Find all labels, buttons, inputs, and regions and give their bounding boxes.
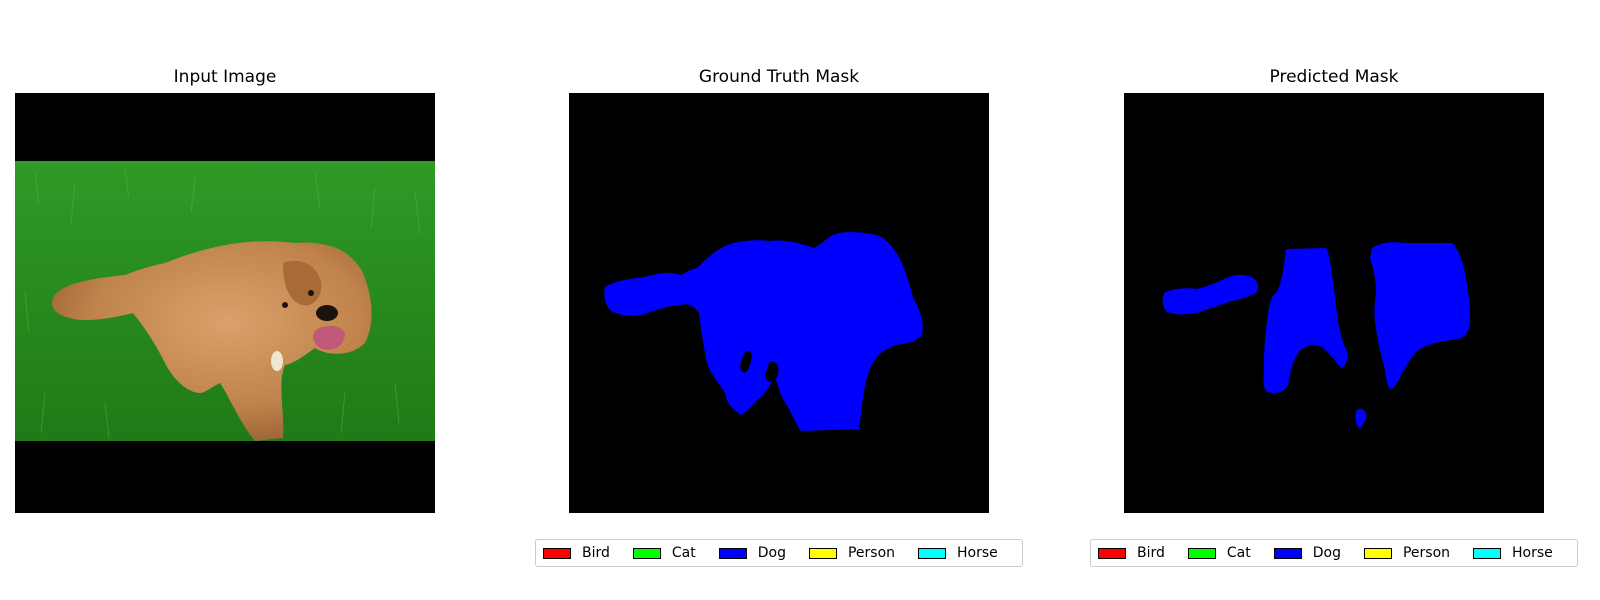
- legend-item-person: Person: [1361, 545, 1450, 561]
- legend-label-cat: Cat: [671, 545, 696, 561]
- legend-item-horse: Horse: [915, 545, 998, 561]
- bird-swatch: [1098, 547, 1126, 559]
- input-image-photo: [15, 93, 435, 513]
- legend-label-person: Person: [847, 545, 896, 561]
- legend-label-dog: Dog: [757, 545, 786, 561]
- predicted-dog-regions: [1162, 242, 1470, 429]
- legend-label-horse: Horse: [957, 545, 998, 561]
- predicted-legend: Bird Cat Dog Person Horse: [1090, 539, 1578, 567]
- legend-item-person: Person: [806, 545, 895, 561]
- legend-label-bird: Bird: [582, 545, 610, 561]
- legend-label-dog: Dog: [1312, 545, 1341, 561]
- cat-swatch: [632, 547, 661, 559]
- ground-truth-dog-region: [604, 232, 923, 431]
- input-image: [15, 93, 435, 513]
- ground-truth-mask: [569, 93, 989, 513]
- person-swatch: [808, 547, 837, 559]
- ground-truth-legend: Bird Cat Dog Person Horse: [535, 539, 1023, 567]
- legend-label-person: Person: [1402, 545, 1451, 561]
- predicted-mask: [1124, 93, 1544, 513]
- legend-label-horse: Horse: [1512, 545, 1553, 561]
- legend-label-cat: Cat: [1226, 545, 1251, 561]
- legend-item-bird: Bird: [1095, 545, 1165, 561]
- dog-figure: [51, 241, 372, 441]
- legend-item-cat: Cat: [1185, 545, 1251, 561]
- legend-label-bird: Bird: [1137, 545, 1165, 561]
- dog-swatch: [1273, 547, 1302, 559]
- legend-item-dog: Dog: [1271, 545, 1341, 561]
- cat-swatch: [1187, 547, 1216, 559]
- predicted-mask-image: [1124, 93, 1544, 513]
- legend-item-dog: Dog: [716, 545, 786, 561]
- legend-item-cat: Cat: [630, 545, 696, 561]
- predicted-mask-title: Predicted Mask: [1269, 67, 1399, 87]
- bird-swatch: [543, 547, 571, 559]
- ground-truth-mask-image: [569, 93, 989, 513]
- horse-swatch: [1473, 547, 1502, 559]
- input-image-title: Input Image: [173, 67, 277, 87]
- person-swatch: [1363, 547, 1392, 559]
- legend-item-bird: Bird: [540, 545, 610, 561]
- legend-item-horse: Horse: [1470, 545, 1553, 561]
- ground-truth-mask-title: Ground Truth Mask: [698, 67, 860, 87]
- horse-swatch: [918, 547, 947, 559]
- dog-swatch: [718, 547, 747, 559]
